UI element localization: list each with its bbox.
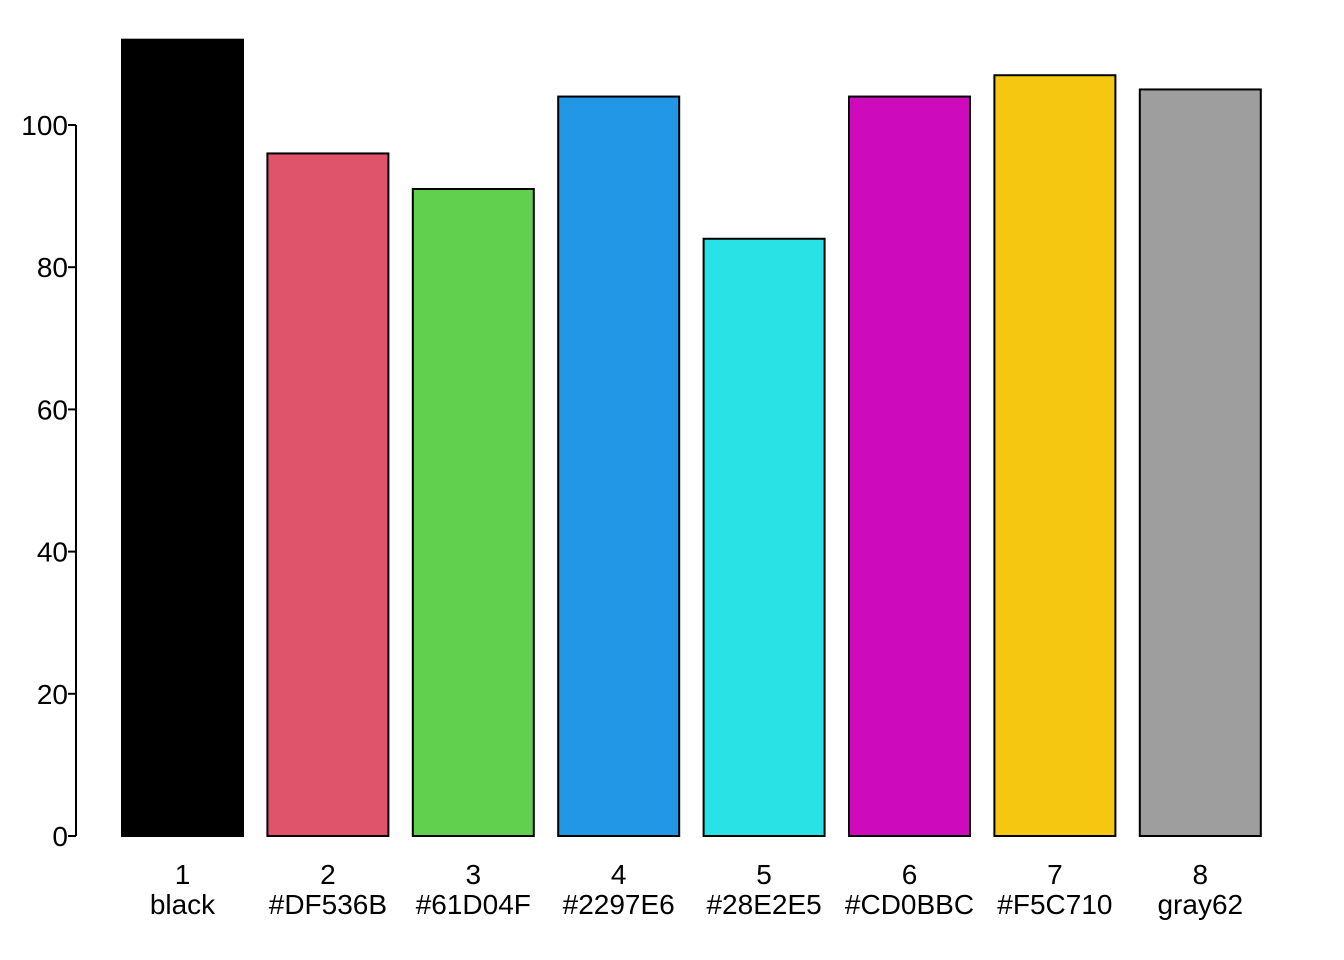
x-tick-label-name: #DF536B: [269, 889, 387, 920]
bar: [557, 95, 681, 837]
x-tick-label-name: #28E2E5: [706, 889, 821, 920]
y-tick-label: 80: [37, 252, 68, 283]
y-tick-label: 20: [37, 679, 68, 710]
x-tick-label-name: #2297E6: [563, 889, 675, 920]
bar: [411, 187, 535, 838]
bar: [993, 74, 1117, 838]
bars: [121, 38, 1262, 838]
y-tick-label: 100: [21, 110, 68, 141]
bar: [266, 152, 390, 837]
x-tick-label-name: black: [150, 889, 216, 920]
x-tick-label-name: #F5C710: [997, 889, 1112, 920]
bar: [121, 38, 244, 838]
y-tick-label: 0: [52, 821, 68, 852]
bar: [848, 95, 971, 837]
x-tick-label-name: gray62: [1157, 889, 1243, 920]
y-tick-label: 60: [37, 394, 68, 425]
x-tick-label-name: #CD0BBC: [845, 889, 974, 920]
bar: [702, 237, 826, 837]
x-tick-label-number: 6: [902, 859, 918, 890]
x-tick-label-number: 2: [320, 859, 336, 890]
x-tick-label-number: 7: [1047, 859, 1063, 890]
x-tick-label-name: #61D04F: [416, 889, 531, 920]
x-tick-label-number: 8: [1193, 859, 1209, 890]
x-tick-label-number: 5: [756, 859, 772, 890]
x-tick-label-number: 1: [175, 859, 191, 890]
x-axis-labels: 1black2#DF536B3#61D04F4#2297E65#28E2E56#…: [150, 859, 1243, 920]
x-tick-label-number: 3: [466, 859, 482, 890]
y-tick-label: 40: [37, 537, 68, 568]
y-axis-ticks: 0 20 40 60 80 100: [21, 110, 76, 852]
x-tick-label-number: 4: [611, 859, 627, 890]
bar: [1138, 88, 1262, 837]
